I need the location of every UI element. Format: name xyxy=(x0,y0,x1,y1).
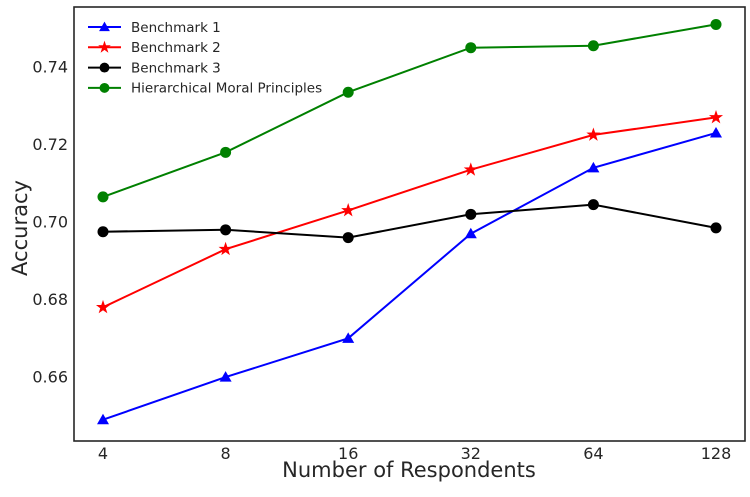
series-benchmark-1-marker xyxy=(219,371,232,382)
series-benchmark-3-marker xyxy=(710,222,722,234)
y-axis-title: Accuracy xyxy=(8,180,32,276)
series-hierarchical-moral-principles-line xyxy=(102,23,717,198)
series-hierarchical-moral-principles-marker xyxy=(220,146,232,158)
legend-label: Hierarchical Moral Principles xyxy=(131,81,322,97)
x-tick-label: 128 xyxy=(701,444,732,463)
y-tick-label: 0.72 xyxy=(32,135,68,154)
series-hierarchical-moral-principles-marker xyxy=(710,18,722,30)
legend-label: Benchmark 1 xyxy=(131,20,221,36)
series-benchmark-3-marker xyxy=(587,199,599,211)
legend-triangle-icon xyxy=(99,21,110,32)
series-benchmark-3-line xyxy=(102,203,717,239)
series-benchmark-3-marker xyxy=(220,224,232,236)
series-hierarchical-moral-principles-marker xyxy=(465,42,477,54)
legend-label: Benchmark 3 xyxy=(131,60,221,76)
x-tick-label: 8 xyxy=(221,444,231,463)
series-benchmark-3 xyxy=(97,199,722,244)
series-benchmark-1-marker xyxy=(97,413,109,425)
x-tick-label: 64 xyxy=(583,444,603,463)
series-hierarchical-moral-principles-marker xyxy=(97,191,109,203)
legend-circle-icon xyxy=(99,62,110,73)
series-benchmark-3-marker xyxy=(342,232,354,244)
y-tick-label: 0.66 xyxy=(32,368,68,387)
x-tick-label: 4 xyxy=(98,444,108,463)
y-tick-label: 0.70 xyxy=(32,213,68,232)
x-tick-label: 16 xyxy=(338,444,358,463)
legend-label: Benchmark 2 xyxy=(131,40,221,56)
series-benchmark-1 xyxy=(97,126,722,425)
legend-circle-icon xyxy=(99,82,110,93)
series-hierarchical-moral-principles-marker xyxy=(587,40,599,52)
series-benchmark-2 xyxy=(95,110,724,314)
series-benchmark-2-marker xyxy=(95,299,111,314)
x-tick-label: 32 xyxy=(461,444,481,463)
series-benchmark-1-marker xyxy=(710,126,722,138)
series-benchmark-2-marker xyxy=(586,127,601,141)
series-benchmark-2-marker xyxy=(708,110,724,124)
legend-item-benchmark-1 xyxy=(88,21,121,32)
series-benchmark-1-marker xyxy=(342,332,355,343)
legend xyxy=(88,21,121,93)
series-benchmark-3-marker xyxy=(97,226,109,238)
series-benchmark-2-marker xyxy=(463,162,478,176)
legend-item-hierarchical-moral-principles xyxy=(88,82,121,93)
y-tick-label: 0.74 xyxy=(32,58,68,77)
series-benchmark-2-marker xyxy=(341,203,356,217)
legend-star-icon xyxy=(98,40,111,53)
legend-item-benchmark-3 xyxy=(88,62,121,73)
series-benchmark-2-line xyxy=(102,116,717,309)
x-axis-title: Number of Respondents xyxy=(282,458,536,482)
legend-item-benchmark-2 xyxy=(88,40,121,53)
series-hierarchical-moral-principles xyxy=(97,18,722,203)
series-benchmark-3-marker xyxy=(465,208,477,220)
series-benchmark-1-line xyxy=(102,131,717,421)
y-tick-label: 0.68 xyxy=(32,290,68,309)
plot-border xyxy=(73,6,746,442)
series-benchmark-1-marker xyxy=(464,227,477,239)
series-benchmark-1-marker xyxy=(587,161,600,173)
series-hierarchical-moral-principles-marker xyxy=(342,86,354,98)
series-benchmark-2-marker xyxy=(218,241,233,256)
